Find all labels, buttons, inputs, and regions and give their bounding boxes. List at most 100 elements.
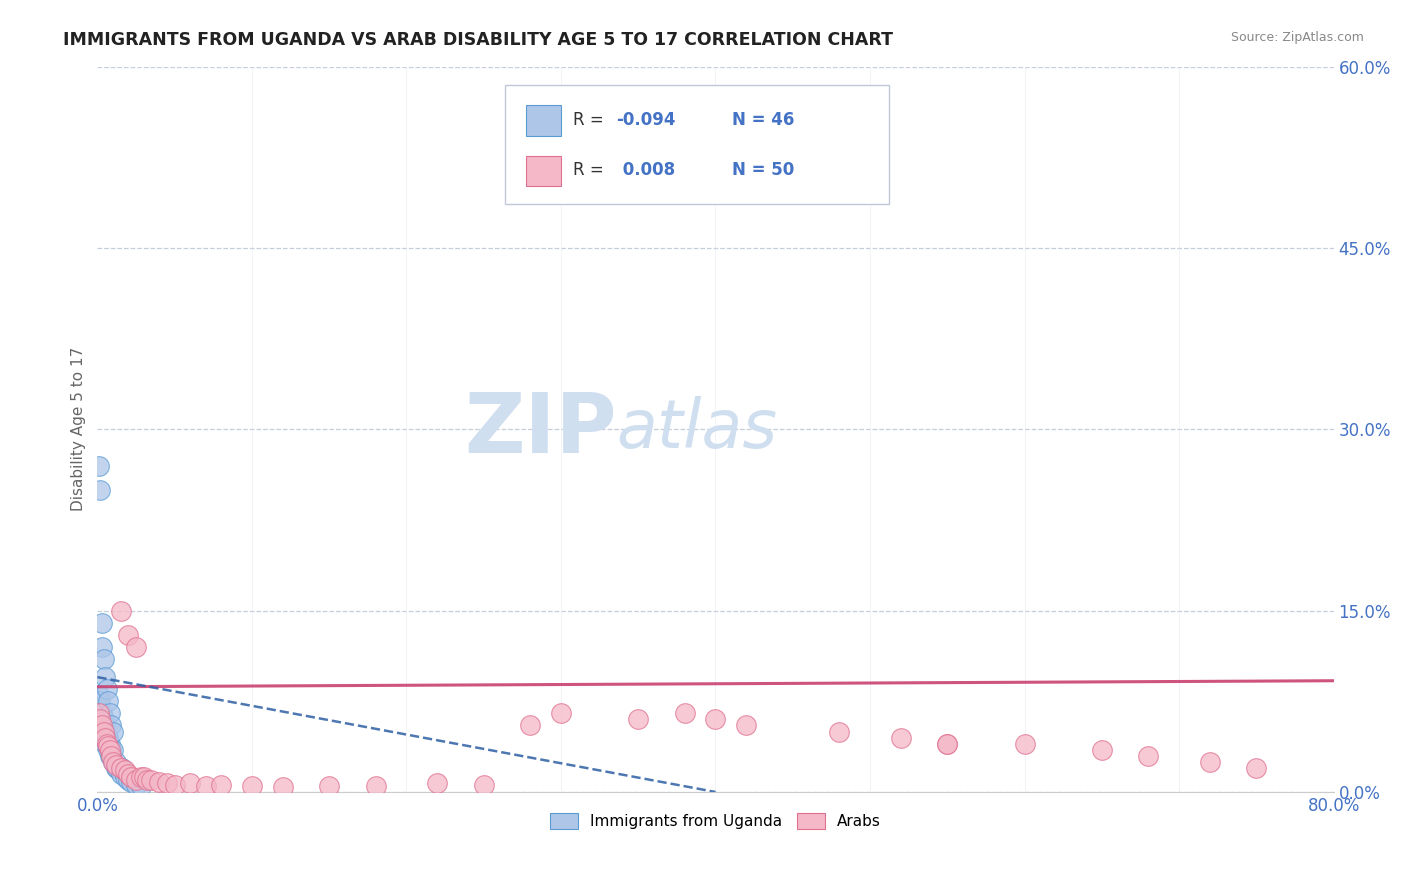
Point bbox=[89, 694, 111, 708]
Point bbox=[91, 718, 114, 732]
Point bbox=[114, 771, 136, 785]
Point bbox=[98, 742, 121, 756]
Point bbox=[94, 718, 117, 732]
Point bbox=[519, 156, 541, 170]
Point bbox=[91, 706, 114, 721]
Point bbox=[94, 731, 117, 745]
Point bbox=[98, 737, 121, 751]
Text: R =: R = bbox=[574, 161, 609, 179]
Point bbox=[704, 713, 727, 727]
Point bbox=[101, 755, 124, 769]
Text: 0.008: 0.008 bbox=[617, 161, 675, 179]
Point bbox=[97, 739, 120, 753]
Point bbox=[87, 706, 110, 721]
Point bbox=[101, 755, 124, 769]
Point bbox=[87, 700, 110, 714]
Point bbox=[104, 761, 127, 775]
Y-axis label: Disability Age 5 to 17: Disability Age 5 to 17 bbox=[72, 347, 86, 511]
Point bbox=[93, 731, 115, 745]
Point bbox=[1014, 737, 1036, 751]
Point bbox=[120, 771, 142, 785]
Point bbox=[96, 682, 118, 697]
Point bbox=[104, 758, 127, 772]
Point bbox=[125, 778, 148, 792]
Point bbox=[318, 779, 340, 793]
Text: N = 50: N = 50 bbox=[731, 161, 794, 179]
Text: Source: ZipAtlas.com: Source: ZipAtlas.com bbox=[1230, 31, 1364, 45]
Point bbox=[110, 761, 132, 775]
Point bbox=[117, 628, 139, 642]
Point bbox=[426, 776, 449, 790]
Point bbox=[936, 737, 959, 751]
FancyBboxPatch shape bbox=[505, 85, 889, 204]
FancyBboxPatch shape bbox=[526, 156, 561, 186]
Point bbox=[96, 731, 118, 745]
Point bbox=[1246, 761, 1268, 775]
Point bbox=[107, 761, 129, 775]
Point bbox=[98, 748, 121, 763]
Point bbox=[135, 772, 157, 787]
Point bbox=[96, 737, 118, 751]
Point bbox=[240, 779, 263, 793]
Point bbox=[148, 775, 170, 789]
Text: atlas: atlas bbox=[617, 396, 778, 462]
Point bbox=[110, 604, 132, 618]
Point bbox=[101, 742, 124, 756]
Point bbox=[111, 761, 134, 775]
Point bbox=[673, 706, 696, 721]
Point bbox=[93, 713, 115, 727]
Point bbox=[117, 767, 139, 781]
Point bbox=[94, 724, 117, 739]
Point bbox=[129, 779, 152, 793]
Point bbox=[91, 615, 114, 630]
Point bbox=[163, 778, 186, 792]
Point bbox=[91, 718, 114, 732]
Point bbox=[104, 755, 127, 769]
Point bbox=[1137, 748, 1160, 763]
Point bbox=[156, 776, 179, 790]
Point bbox=[101, 724, 124, 739]
Point bbox=[117, 772, 139, 787]
Point bbox=[627, 713, 650, 727]
Point bbox=[93, 724, 115, 739]
Point bbox=[110, 767, 132, 781]
Point bbox=[364, 779, 387, 793]
Point bbox=[828, 724, 851, 739]
Text: IMMIGRANTS FROM UGANDA VS ARAB DISABILITY AGE 5 TO 17 CORRELATION CHART: IMMIGRANTS FROM UGANDA VS ARAB DISABILIT… bbox=[63, 31, 893, 49]
FancyBboxPatch shape bbox=[526, 105, 561, 136]
Point bbox=[936, 737, 959, 751]
Point bbox=[87, 688, 110, 702]
Point bbox=[129, 771, 152, 785]
Point bbox=[100, 748, 122, 763]
Point bbox=[97, 694, 120, 708]
Point bbox=[1199, 755, 1222, 769]
Point bbox=[132, 771, 155, 785]
Point bbox=[890, 731, 912, 745]
Point bbox=[89, 483, 111, 497]
Point bbox=[125, 772, 148, 787]
Point bbox=[120, 775, 142, 789]
Text: -0.094: -0.094 bbox=[617, 111, 676, 128]
Point bbox=[141, 772, 163, 787]
Point bbox=[271, 780, 294, 794]
Point bbox=[550, 706, 572, 721]
Point bbox=[87, 458, 110, 473]
Point bbox=[94, 737, 117, 751]
Point bbox=[100, 718, 122, 732]
Point bbox=[179, 776, 201, 790]
Point bbox=[91, 724, 114, 739]
Point bbox=[96, 737, 118, 751]
Text: R =: R = bbox=[574, 111, 609, 128]
Point bbox=[194, 779, 217, 793]
Point bbox=[97, 742, 120, 756]
Point bbox=[100, 742, 122, 756]
Text: N = 46: N = 46 bbox=[731, 111, 794, 128]
Point bbox=[89, 713, 111, 727]
Point bbox=[735, 718, 758, 732]
Point bbox=[91, 640, 114, 654]
Point bbox=[98, 706, 121, 721]
Point bbox=[93, 724, 115, 739]
Point bbox=[87, 706, 110, 721]
Point bbox=[100, 748, 122, 763]
Point bbox=[472, 778, 495, 792]
